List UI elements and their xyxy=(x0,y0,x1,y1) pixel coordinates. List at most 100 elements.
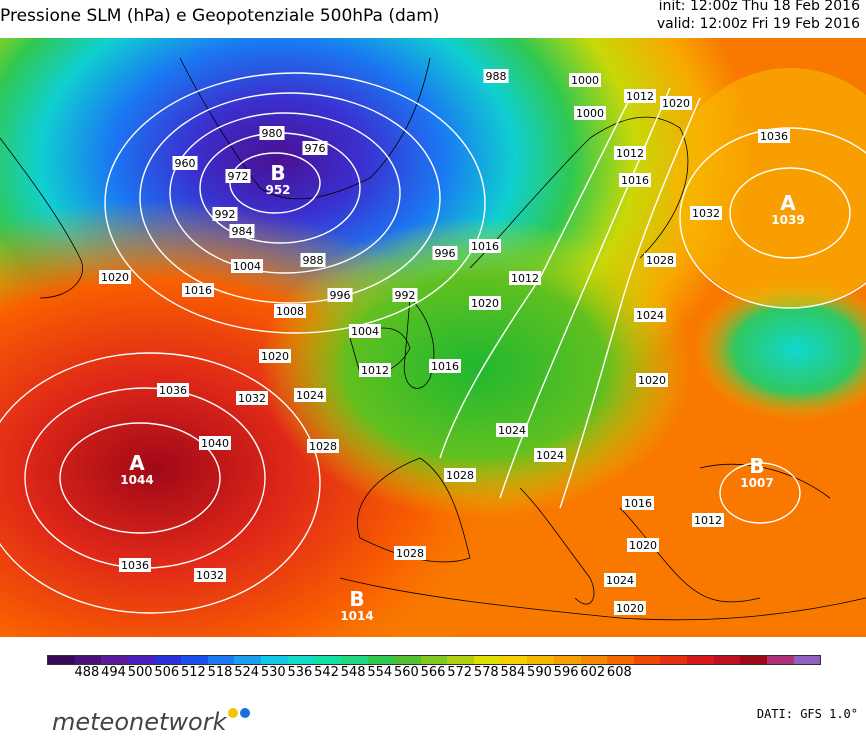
colorbar-tick: 536 xyxy=(287,665,313,680)
isobar-label: 1016 xyxy=(469,239,501,253)
isobar-label-text: 980 xyxy=(262,127,283,140)
isobar-label-text: 1024 xyxy=(636,309,664,322)
isobar-label: 1036 xyxy=(119,558,151,572)
isobar-east-1 xyxy=(729,167,851,259)
isobars xyxy=(0,72,866,614)
isobar-label-box xyxy=(574,106,606,120)
isobar-low-4 xyxy=(139,92,441,304)
colorbar-tick: 560 xyxy=(393,665,419,680)
isobar-label-text: 1008 xyxy=(276,305,304,318)
colorbar-swatch xyxy=(101,656,128,664)
isobar-label-text: 1000 xyxy=(576,107,604,120)
meteonetwork-logo: meteonetwork xyxy=(52,708,251,736)
colorbar-tick: 512 xyxy=(180,665,206,680)
isobar-label: 992 xyxy=(212,207,238,221)
colorbar-tick: 518 xyxy=(207,665,233,680)
pressure-center-letter: A xyxy=(129,451,145,475)
isobar-label-text: 1016 xyxy=(471,240,499,253)
isobar-label: 1016 xyxy=(622,496,654,510)
isobar-label: 1032 xyxy=(690,206,722,220)
isobar-label-text: 1032 xyxy=(196,569,224,582)
pressure-center-letter: B xyxy=(349,587,364,611)
isobar-label-box xyxy=(429,359,461,373)
isobar-label-box xyxy=(690,206,722,220)
isobar-label-box xyxy=(359,363,391,377)
isobar-label-text: 1012 xyxy=(361,364,389,377)
isobar-label-text: 984 xyxy=(232,225,253,238)
isobar-label-text: 976 xyxy=(305,142,326,155)
colorbar-swatch xyxy=(447,656,474,664)
isobar-label: 1020 xyxy=(627,538,659,552)
isobar-label-text: 1012 xyxy=(626,90,654,103)
colorbar-tick: 548 xyxy=(340,665,366,680)
isobar-label: 1000 xyxy=(569,73,601,87)
colorbar-swatch xyxy=(367,656,395,664)
colorbar-swatch xyxy=(261,656,288,664)
pressure-center-value: 1044 xyxy=(120,473,153,487)
isobar-label-text: 1036 xyxy=(760,130,788,143)
isobar-label-text: 1020 xyxy=(616,602,644,615)
colorbar-swatch xyxy=(474,656,501,664)
colorbar-tick: 596 xyxy=(553,665,579,680)
isobar-low-5 xyxy=(104,72,486,334)
canada-coast xyxy=(0,137,83,299)
scandinavia-coast xyxy=(469,116,689,269)
isobar-label: 1016 xyxy=(619,173,651,187)
isobar-label: 1020 xyxy=(469,296,501,310)
africa-coast xyxy=(339,577,866,621)
forecast-map: 980 976 972 960 992 984 988 1004 996 1020 1016 1008… xyxy=(0,38,866,637)
isobar-label: 1016 xyxy=(429,359,461,373)
isobar-label: 1012 xyxy=(509,271,541,285)
isobar-label-box xyxy=(394,546,426,560)
isobar-label-box xyxy=(483,69,509,83)
colorbar-swatch xyxy=(154,656,182,664)
isobar-label-box xyxy=(614,146,646,160)
isobar-label-box xyxy=(619,173,651,187)
isobar-label: 1008 xyxy=(274,304,306,318)
isobar-label: 1024 xyxy=(634,308,666,322)
isobar-label-box xyxy=(469,296,501,310)
isobar-label-text: 1040 xyxy=(201,437,229,450)
isobar-label-box xyxy=(194,568,226,582)
colorbar-tick: 590 xyxy=(527,665,552,680)
isobar-label: 988 xyxy=(300,253,326,267)
isobar-label-text: 1016 xyxy=(184,284,212,297)
isobar-label-box xyxy=(349,324,381,338)
isobar-label: 1020 xyxy=(636,373,668,387)
isobar-label-box xyxy=(469,239,501,253)
colorbar-tick: 506 xyxy=(154,665,180,680)
isobar-label: 1028 xyxy=(394,546,426,560)
isobar-label-box xyxy=(231,259,263,273)
pressure-center-letter: A xyxy=(780,191,796,215)
isobar-label-text: 1024 xyxy=(536,449,564,462)
isobar-label: 1040 xyxy=(199,436,231,450)
pressure-center-letter: B xyxy=(749,454,764,478)
isobar-label: 1012 xyxy=(614,146,646,160)
pressure-center-value: 1039 xyxy=(771,213,804,227)
isobar-label-box xyxy=(182,283,214,297)
isobar-label: 1020 xyxy=(259,349,291,363)
isobar-label: 1020 xyxy=(99,270,131,284)
isobar-label: 1012 xyxy=(692,513,724,527)
isobar-label-box xyxy=(157,383,189,397)
isobar-label: 988 xyxy=(483,69,509,83)
colorbar-swatch xyxy=(181,656,208,664)
colorbar-swatch xyxy=(687,656,714,664)
isobar-label-box xyxy=(569,73,601,87)
isobar-label: 1036 xyxy=(758,129,790,143)
colorbar-tick-labels: 488 494 500 506 512 518 524 530 536 542 548 554 560 5… xyxy=(47,665,819,683)
isobar-label: 1032 xyxy=(194,568,226,582)
isobar-label-text: 960 xyxy=(175,157,196,170)
colorbar-swatch xyxy=(607,656,634,664)
colorbar-swatch xyxy=(527,656,554,664)
isobar-label: 1028 xyxy=(307,439,339,453)
isobar-label-box xyxy=(444,468,476,482)
isobar-label-box xyxy=(172,156,198,170)
pressure-center-value: 952 xyxy=(265,183,290,197)
isobar-label: 1020 xyxy=(614,601,646,615)
data-source: DATI: GFS 1.0° xyxy=(756,707,858,721)
isobar-label-box xyxy=(614,601,646,615)
pressure-center-value: 1007 xyxy=(740,476,773,490)
